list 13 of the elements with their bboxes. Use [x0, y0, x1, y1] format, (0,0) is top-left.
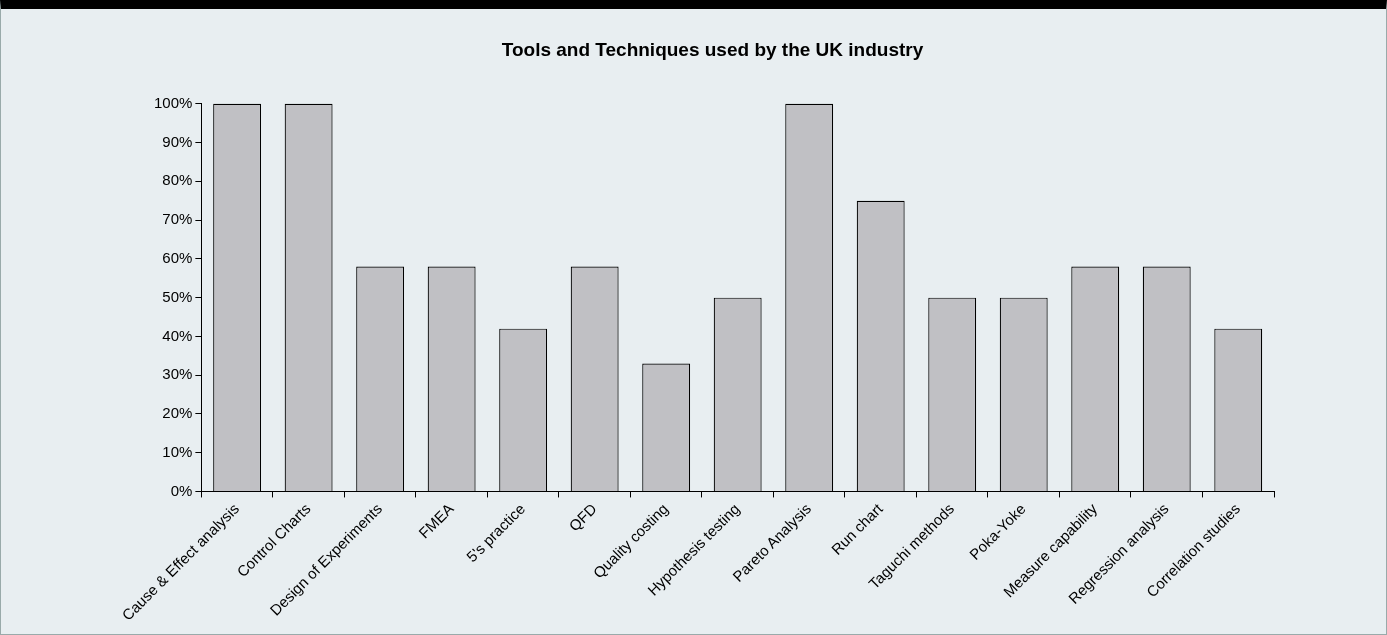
y-tick-label: 90% [162, 132, 193, 150]
y-tick-label: 10% [162, 442, 193, 460]
y-tick-label: 0% [170, 481, 193, 499]
y-tick-label: 100% [153, 93, 193, 111]
y-tick-label: 50% [162, 287, 193, 305]
y-tick-label: 70% [162, 210, 193, 228]
y-tick-label: 20% [162, 404, 193, 422]
y-tick-label: 40% [162, 326, 193, 344]
y-tick-label: 30% [162, 365, 193, 383]
y-tick-label: 80% [162, 171, 193, 189]
chart-title: Tools and Techniques used by the UK industry [501, 38, 924, 60]
y-tick-label: 60% [162, 249, 193, 266]
x-tick-label: QFD [565, 499, 600, 535]
